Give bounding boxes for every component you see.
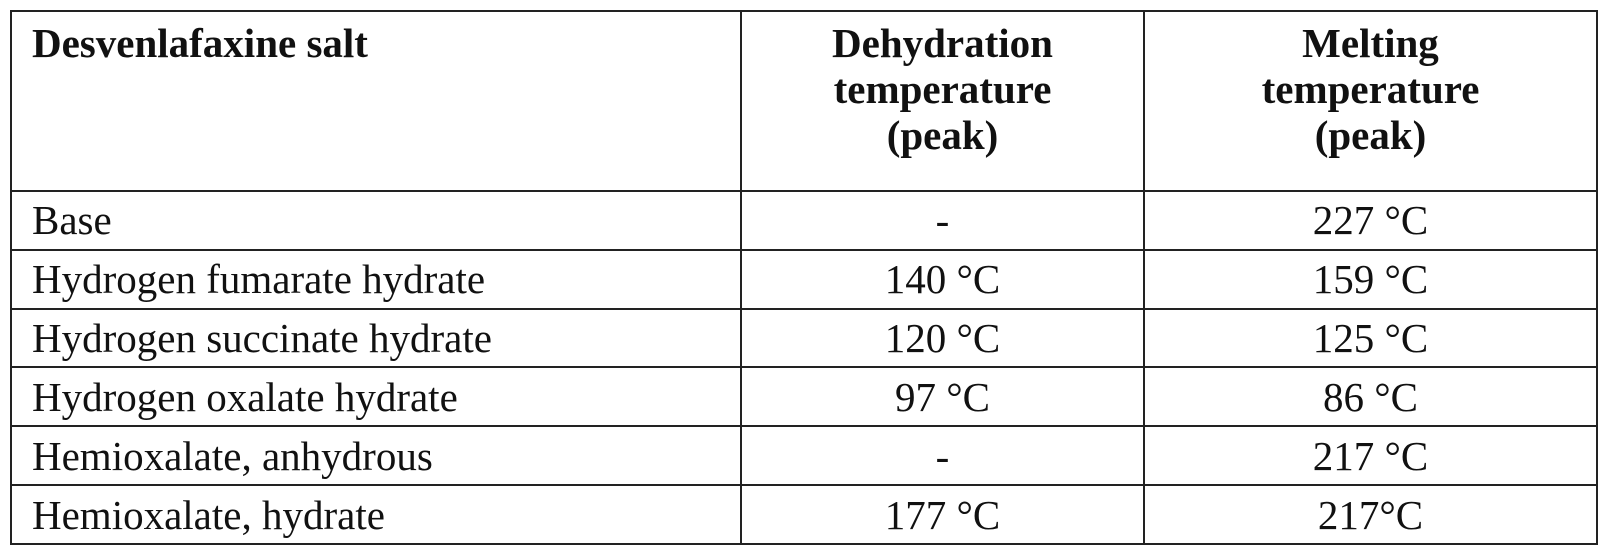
cell-dehydration: - bbox=[741, 426, 1144, 485]
cell-salt: Hemioxalate, hydrate bbox=[11, 485, 741, 544]
table-row: Hydrogen fumarate hydrate 140 °C 159 °C bbox=[11, 250, 1597, 309]
table-row: Base - 227 °C bbox=[11, 191, 1597, 250]
header-salt: Desvenlafaxine salt bbox=[11, 11, 741, 191]
cell-salt: Hydrogen oxalate hydrate bbox=[11, 367, 741, 426]
cell-melting: 159 °C bbox=[1144, 250, 1597, 309]
cell-melting: 227 °C bbox=[1144, 191, 1597, 250]
header-row: Desvenlafaxine salt Dehydration temperat… bbox=[11, 11, 1597, 191]
header-melting: Melting temperature (peak) bbox=[1144, 11, 1597, 191]
table-row: Hydrogen oxalate hydrate 97 °C 86 °C bbox=[11, 367, 1597, 426]
header-dehydration-line-3: (peak) bbox=[758, 112, 1127, 158]
cell-melting: 217°C bbox=[1144, 485, 1597, 544]
cell-dehydration: - bbox=[741, 191, 1144, 250]
header-dehydration: Dehydration temperature (peak) bbox=[741, 11, 1144, 191]
header-melting-line-1: Melting bbox=[1161, 20, 1580, 66]
table-row: Hemioxalate, anhydrous - 217 °C bbox=[11, 426, 1597, 485]
header-dehydration-line-1: Dehydration bbox=[758, 20, 1127, 66]
cell-dehydration: 97 °C bbox=[741, 367, 1144, 426]
cell-melting: 217 °C bbox=[1144, 426, 1597, 485]
header-dehydration-line-2: temperature bbox=[758, 66, 1127, 112]
cell-salt: Base bbox=[11, 191, 741, 250]
header-melting-line-2: temperature bbox=[1161, 66, 1580, 112]
table-body: Base - 227 °C Hydrogen fumarate hydrate … bbox=[11, 191, 1597, 544]
cell-dehydration: 140 °C bbox=[741, 250, 1144, 309]
table-header: Desvenlafaxine salt Dehydration temperat… bbox=[11, 11, 1597, 191]
cell-dehydration: 120 °C bbox=[741, 309, 1144, 368]
salt-temperature-table: Desvenlafaxine salt Dehydration temperat… bbox=[10, 10, 1598, 545]
cell-salt: Hydrogen succinate hydrate bbox=[11, 309, 741, 368]
header-salt-text: Desvenlafaxine salt bbox=[32, 20, 724, 66]
cell-salt: Hydrogen fumarate hydrate bbox=[11, 250, 741, 309]
cell-salt: Hemioxalate, anhydrous bbox=[11, 426, 741, 485]
table-row: Hemioxalate, hydrate 177 °C 217°C bbox=[11, 485, 1597, 544]
cell-melting: 86 °C bbox=[1144, 367, 1597, 426]
salt-temperature-table-container: Desvenlafaxine salt Dehydration temperat… bbox=[10, 10, 1596, 545]
header-melting-line-3: (peak) bbox=[1161, 112, 1580, 158]
cell-melting: 125 °C bbox=[1144, 309, 1597, 368]
table-row: Hydrogen succinate hydrate 120 °C 125 °C bbox=[11, 309, 1597, 368]
cell-dehydration: 177 °C bbox=[741, 485, 1144, 544]
